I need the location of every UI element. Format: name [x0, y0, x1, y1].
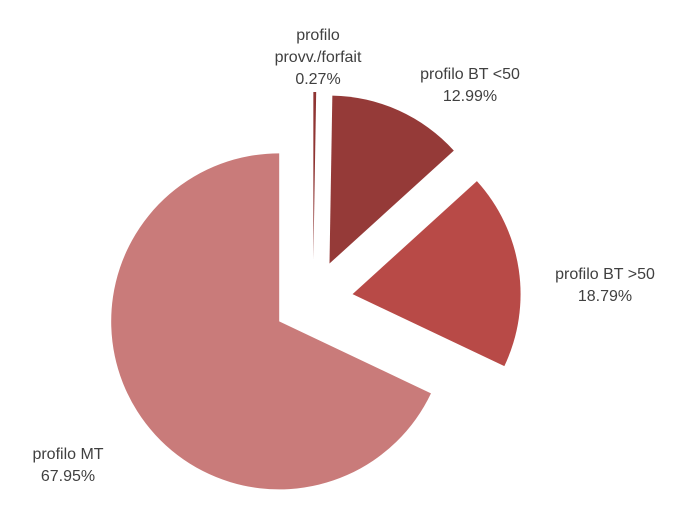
slice-label: profilo BT >50 18.79%: [540, 264, 670, 308]
value-label: 67.95%: [40, 468, 96, 485]
value-label: 18.79%: [577, 288, 633, 305]
category-label: profilo provv./forfait: [274, 27, 362, 66]
category-label: profilo BT >50: [555, 266, 655, 283]
pie-slice: [352, 181, 521, 367]
value-label: 12.99%: [442, 88, 498, 105]
slice-label: profilo MT 67.95%: [3, 444, 133, 488]
slice-label: profilo BT <50 12.99%: [405, 64, 535, 108]
value-label: 0.27%: [295, 71, 341, 88]
pie-slice: [111, 153, 431, 490]
category-label: profilo BT <50: [420, 66, 520, 83]
slice-label: profilo provv./forfait 0.27%: [258, 25, 378, 91]
pie-slice: [329, 95, 454, 264]
pie-slice: [313, 92, 317, 261]
category-label: profilo MT: [32, 446, 104, 463]
